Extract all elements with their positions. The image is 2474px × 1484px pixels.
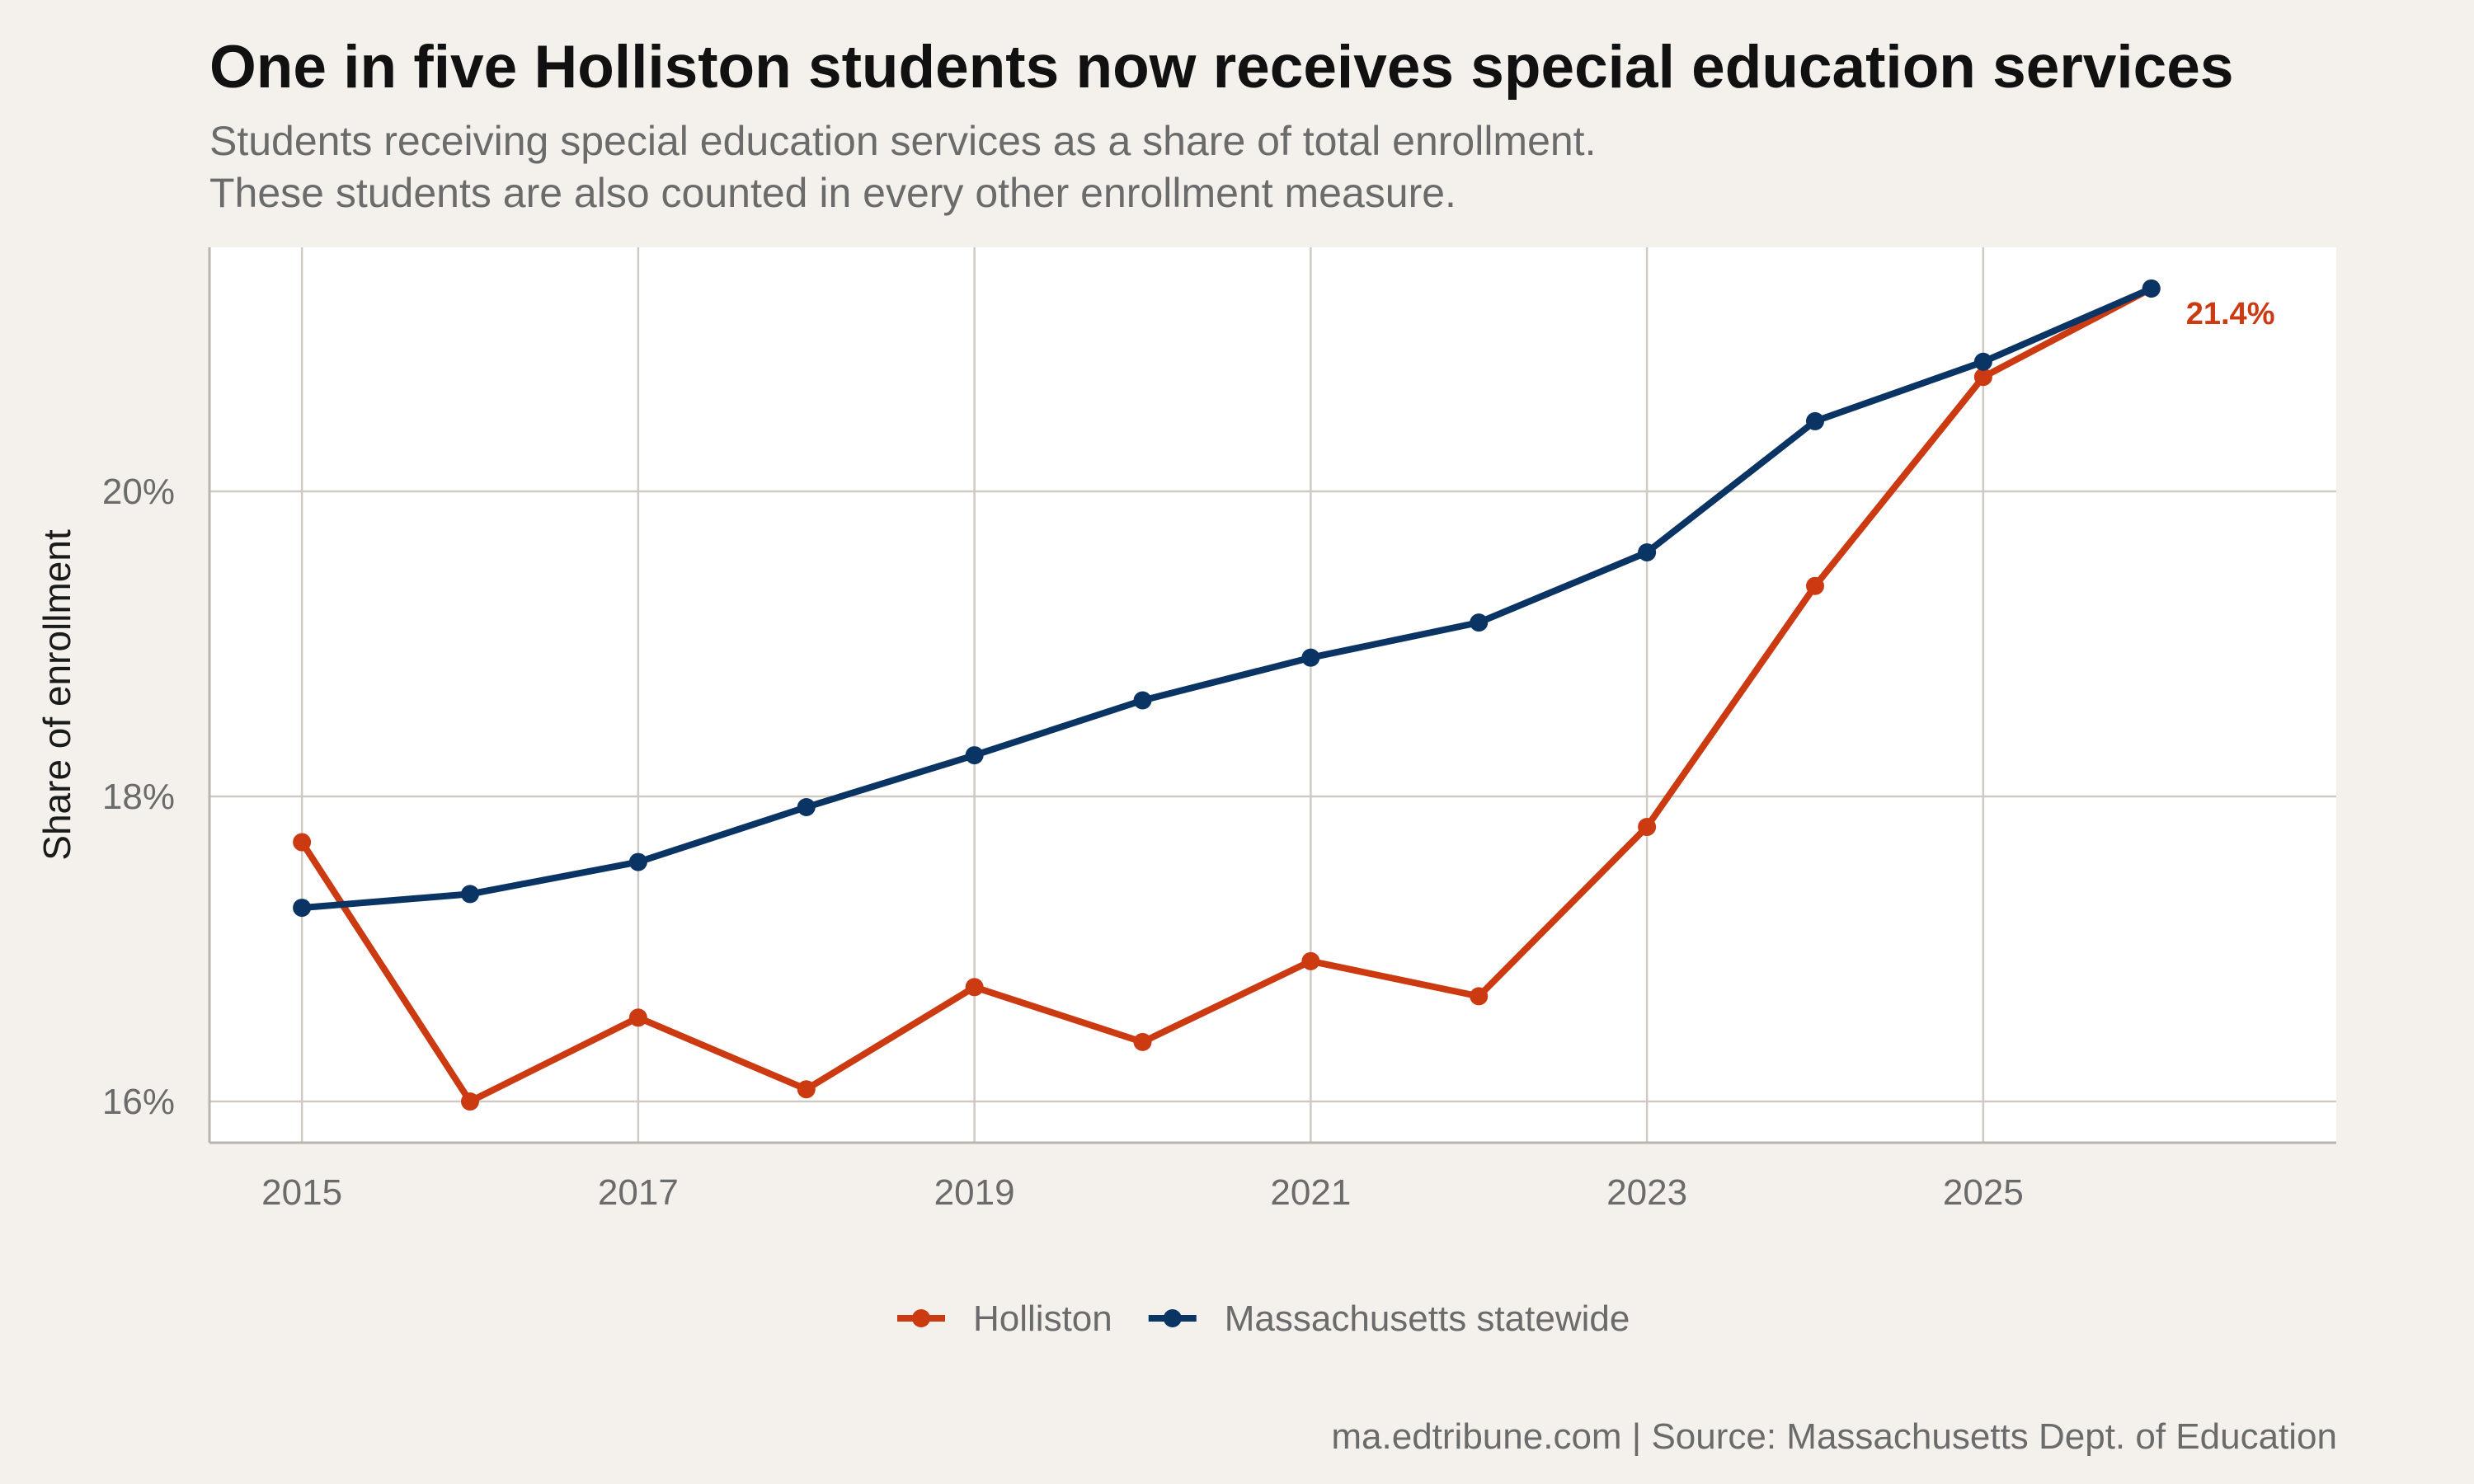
tick-labels: 2015 2017 2019 2021 2023 2025 16% 18% 20% [102,472,2024,1213]
holliston-data-point [1133,1032,1152,1051]
massachusetts-statewide-data-point [1470,613,1489,632]
chart-subtitle-line-1: Students receiving special education ser… [209,118,1597,164]
source-caption: ma.edtribune.com | Source: Massachusetts… [1331,1416,2337,1457]
massachusetts-statewide-data-point [1638,543,1657,562]
x-tick-label: 2021 [1270,1172,1351,1213]
y-tick-label: 18% [102,777,175,817]
massachusetts-statewide-data-point [1301,648,1320,667]
annotations: 21.4% [2186,297,2275,331]
massachusetts-statewide-data-point [293,899,312,918]
holliston-series-line [299,285,2155,1105]
holliston-data-point [1805,576,1824,595]
y-axis-label: Share of enrollment [35,529,78,861]
holliston-data-point [965,978,984,997]
legend: Holliston Massachusetts statewide [897,1298,1630,1339]
chart-subtitle-line-2: These students are also counted in every… [209,170,1456,216]
chart-title: One in five Holliston students now recei… [209,34,2234,101]
holliston-data-point [1301,951,1320,970]
massachusetts-statewide-data-point [461,885,480,904]
massachusetts-statewide-data-point [1133,691,1152,710]
grid-lines [209,247,2336,1143]
massachusetts-statewide-data-point [2142,279,2161,298]
plot-panel [209,247,2336,1143]
holliston-data-point [1470,987,1489,1006]
legend-label-holliston: Holliston [973,1298,1112,1339]
x-tick-label: 2019 [934,1172,1015,1213]
massachusetts-statewide-data-point [628,852,647,871]
holliston-data-point [1638,818,1657,837]
x-tick-label: 2015 [261,1172,342,1213]
massachusetts-statewide-data-point [965,746,984,765]
massachusetts-statewide-data-point [797,797,816,816]
series-layer [293,279,2161,1111]
holliston-data-point [461,1092,480,1111]
massachusetts-statewide-data-point [1805,411,1824,430]
holliston-data-point [797,1080,816,1099]
holliston-data-point [628,1008,647,1027]
legend-label-massachusetts-statewide: Massachusetts statewide [1225,1298,1630,1339]
x-tick-label: 2017 [598,1172,679,1213]
massachusetts-statewide-data-point [1973,352,1992,371]
x-tick-label: 2025 [1943,1172,2024,1213]
y-tick-label: 20% [102,472,175,512]
end-value-label: 21.4% [2186,297,2275,331]
legend-key-point-holliston [912,1309,930,1327]
x-tick-label: 2023 [1606,1172,1687,1213]
y-tick-label: 16% [102,1082,175,1122]
holliston-data-point [1973,368,1992,387]
legend-key-point-massachusetts-statewide [1163,1309,1182,1327]
holliston-data-point [293,833,312,852]
plot-axes [208,247,2336,1144]
massachusetts-statewide-series-line [299,285,2155,912]
